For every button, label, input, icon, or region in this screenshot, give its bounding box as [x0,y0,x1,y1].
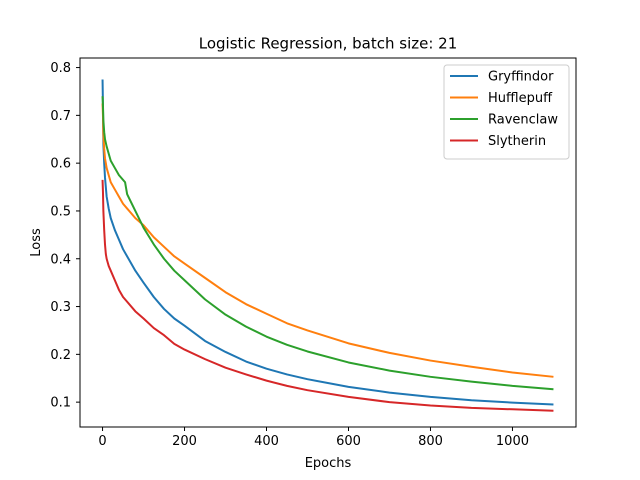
x-tick-label: 600 [336,434,361,449]
series-line-gryffindor [101,79,554,406]
x-tick-label: 200 [172,434,197,449]
legend-box [443,64,570,160]
y-tick-label: 0.8 [50,61,71,76]
x-tick-label: 1000 [496,434,529,449]
y-tick-label: 0.4 [50,252,71,267]
series-line-hufflepuff [101,103,554,378]
x-axis-label: Epochs [305,456,352,471]
legend: Gryffindor Hufflepuff Ravenclaw Slytherin [443,64,570,160]
y-axis-label: Loss [29,228,44,257]
legend-label-slytherin: Slytherin [488,134,546,149]
legend-label-hufflepuff: Hufflepuff [488,91,553,106]
axis-ticks: 0 200 400 600 800 1000 0.1 0.2 0.3 0.4 0.5 0.6 0.7 0.… [50,61,529,449]
y-tick-label: 0.1 [50,396,71,411]
series-line-slytherin [101,179,554,412]
y-tick-label: 0.6 [50,157,71,172]
legend-label-gryffindor: Gryffindor [488,70,554,85]
y-tick-label: 0.2 [50,348,71,363]
x-tick-label: 400 [254,434,279,449]
x-tick-label: 0 [98,434,106,449]
series-line-ravenclaw [101,96,554,391]
x-tick-label: 800 [418,434,443,449]
y-tick-label: 0.7 [50,109,71,124]
y-tick-label: 0.5 [50,204,71,219]
plot-area [101,79,554,412]
legend-label-ravenclaw: Ravenclaw [488,113,558,128]
plot-frame [79,57,577,428]
chart-title: Logistic Regression, batch size: 21 [199,35,458,53]
y-tick-label: 0.3 [50,300,71,315]
